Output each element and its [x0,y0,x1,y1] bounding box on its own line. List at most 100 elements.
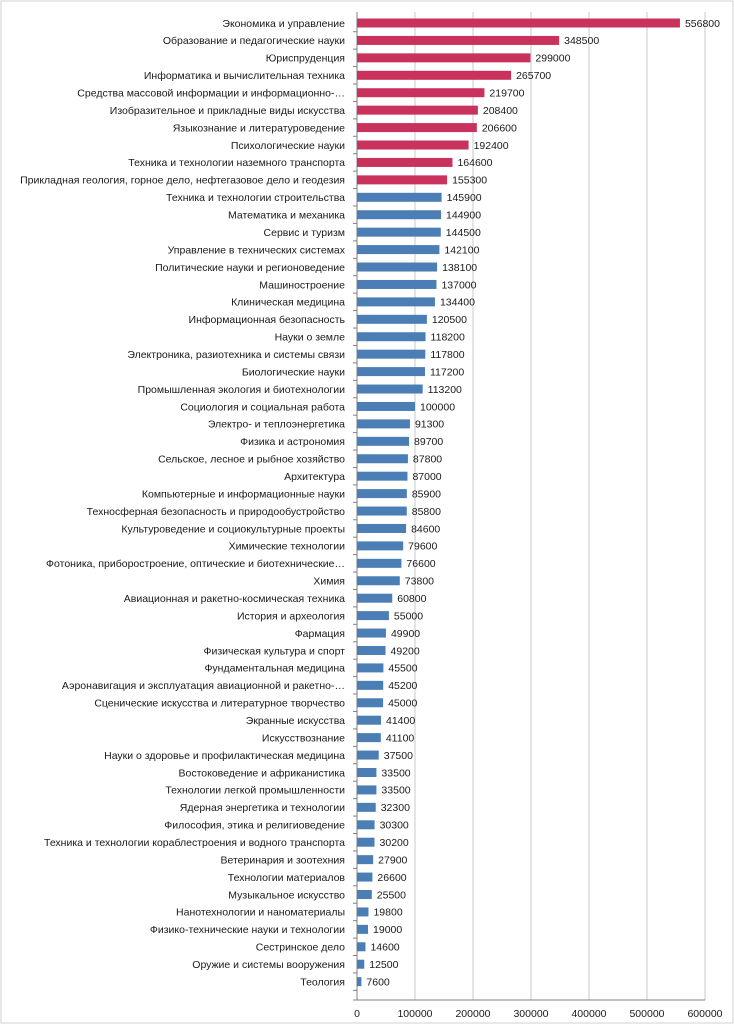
data-label: 219700 [489,88,524,100]
bar [357,907,369,917]
data-label: 192400 [474,140,509,152]
category-label: Языкознание и литературоведение [173,122,345,134]
x-tick-label: 200000 [455,1008,490,1020]
x-tick-label: 500000 [629,1008,664,1020]
data-label: 45500 [388,663,417,675]
data-label: 49900 [391,628,420,640]
category-label: Компьютерные и информационные науки [142,488,345,500]
bar [357,593,393,603]
data-label: 556800 [685,18,720,30]
category-label: Востоковедение и африканистика [178,767,345,779]
category-label: Ядерная энергетика и технологии [180,802,345,814]
category-label: Образование и педагогические науки [163,35,345,47]
category-label: Фотоника, приборостроение, оптические и … [46,558,345,570]
data-label: 19000 [373,924,402,936]
category-label: Сельское, лесное и рыбное хозяйство [158,454,345,466]
category-label: Архитектура [284,471,345,483]
bar [357,698,384,708]
category-label: Сценические искусства и литературное тво… [94,698,345,710]
category-label: Сервис и туризм [264,227,345,239]
category-label: Политические науки и регионоведение [155,262,345,274]
bar [357,210,442,220]
data-label: 79600 [408,541,437,553]
data-label: 84600 [411,523,440,535]
data-label: 19800 [373,907,402,919]
data-label: 100000 [420,401,455,413]
data-label: 299000 [535,53,570,65]
data-label: 87000 [412,471,441,483]
category-label: Физика и астрономия [240,436,345,448]
data-label: 144900 [446,210,481,222]
data-label: 30300 [380,820,409,832]
bar [357,541,404,551]
data-label: 85900 [412,488,441,500]
category-label: Прикладная геология, горное дело, нефтег… [20,175,345,187]
bar [357,645,386,655]
category-label: Техника и технологии строительства [166,192,345,204]
category-label: Психологические науки [231,140,345,152]
category-label: Науки о земле [275,332,346,344]
category-label: Фармация [295,628,345,640]
category-label: Изобразительное и прикладные виды искусс… [110,105,345,117]
data-label: 85800 [412,506,441,518]
bar [357,18,680,28]
bar [357,872,373,882]
category-label: Физико-технические науки и технологии [150,924,345,936]
bar [357,454,408,464]
category-label: Физическая культура и спорт [204,645,346,657]
bar [357,767,377,777]
data-label: 45000 [388,698,417,710]
data-label: 37500 [384,750,413,762]
bar [357,733,381,743]
bar [357,297,435,307]
bar [357,332,426,342]
data-label: 45200 [388,680,417,692]
bar [357,576,400,586]
bar [357,628,386,638]
bar [357,140,469,150]
bar [357,820,375,830]
bar [357,349,426,359]
bar [357,384,423,394]
category-label: Фундаментальная медицина [204,663,345,675]
data-labels: 556800 348500 299000 265700 219700 208400 2066… [366,18,720,989]
bar [357,123,477,133]
data-label: 155300 [452,175,487,187]
bar [357,192,442,202]
category-label: Экранные искусства [246,715,345,727]
data-label: 91300 [415,419,444,431]
data-label: 41100 [386,732,415,744]
bar [357,314,427,324]
data-label: 118200 [431,332,465,344]
data-label: 12500 [369,959,398,971]
bar [357,890,372,899]
data-label: 60800 [397,593,426,605]
bar [357,105,478,115]
category-label: Промышленная экология и биотехнологии [138,384,345,396]
data-label: 142100 [444,244,479,256]
data-label: 117200 [430,366,464,378]
bar [357,419,410,429]
category-label: Электро- и теплоэнергетика [208,419,345,431]
data-label: 27900 [378,854,407,866]
bar [357,680,384,690]
data-label: 30200 [380,837,409,849]
category-label: Техника и технологии наземного транспорт… [128,157,345,169]
bar [357,924,369,934]
data-label: 33500 [381,785,410,797]
data-label: 89700 [414,436,443,448]
data-label: 26600 [377,872,406,884]
data-label: 25500 [377,889,406,901]
category-label: Средства массовой информации и информаци… [77,88,345,100]
bar [357,35,560,45]
bar [357,715,382,725]
bar [357,471,408,481]
bar [357,245,440,255]
category-label: Химия [313,576,345,588]
category-label: Клиническая медицина [231,297,345,309]
bar [357,175,448,185]
category-label: Электроника, разиотехника и системы связ… [127,349,345,361]
bar [357,802,376,812]
data-label: 208400 [483,105,518,117]
category-label: Авиационная и ракетно-космическая техник… [124,593,345,605]
